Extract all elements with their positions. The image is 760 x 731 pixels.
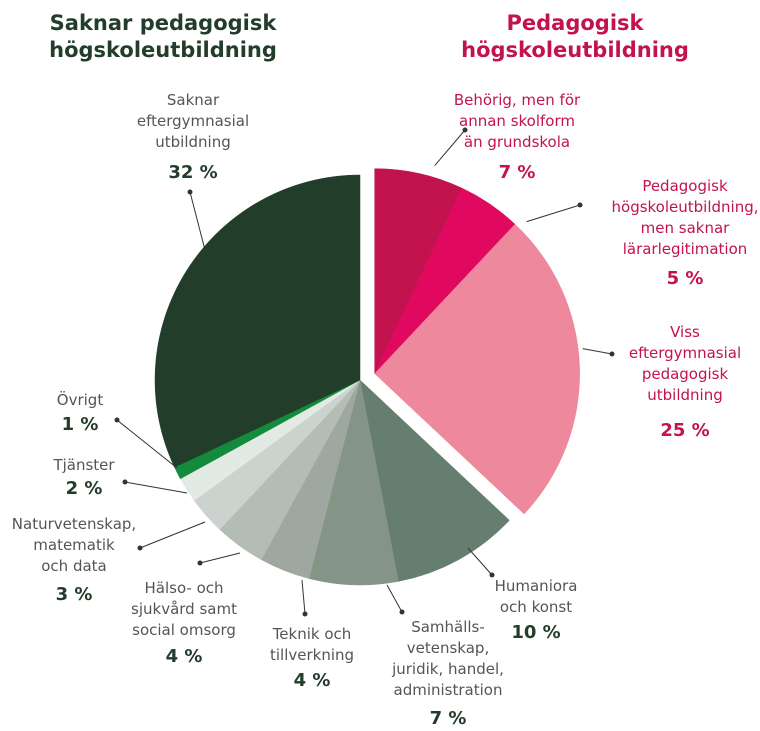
value-label: 7 %: [429, 708, 467, 729]
leader-dot: [302, 611, 308, 617]
leader-line: [434, 129, 466, 166]
leader-dot: [187, 189, 193, 195]
leader-dot: [609, 351, 615, 357]
value-label: 5 %: [666, 268, 704, 289]
value-label: 25 %: [660, 420, 710, 441]
leader-dot: [114, 417, 120, 423]
value-label: 1 %: [61, 414, 99, 435]
pie-slice: [374, 223, 580, 515]
leader-line: [139, 521, 206, 549]
leader-line: [116, 419, 178, 469]
slice-label: Behörig, men för annan skolform än grund…: [453, 91, 581, 151]
value-label: 32 %: [168, 162, 218, 183]
leader-dot: [399, 609, 405, 615]
value-label: 4 %: [165, 646, 203, 667]
slice-label: Viss eftergymnasial pedagogisk utbildnin…: [628, 323, 742, 404]
value-label: 2 %: [65, 478, 103, 499]
group-title: Saknar pedagogisk högskoleutbildning: [49, 11, 277, 62]
leader-line: [386, 584, 403, 613]
slice-label: Samhälls- vetenskap, juridik, handel, ad…: [392, 618, 504, 699]
leader-dot: [462, 127, 468, 133]
slice-label: Hälso- och sjukvård samt social omsorg: [131, 579, 237, 639]
value-label: 3 %: [55, 584, 93, 605]
leader-dot: [577, 202, 583, 208]
slice-label: Övrigt: [56, 391, 104, 409]
slice-label: Saknar eftergymnasial utbildning: [136, 91, 250, 151]
slice-label: Teknik och tillverkning: [269, 625, 355, 664]
value-label: 4 %: [293, 670, 331, 691]
group-title: Pedagogisk högskoleutbildning: [461, 11, 689, 62]
leader-line: [582, 348, 613, 355]
slice-label: Humaniora och konst: [494, 577, 578, 616]
leader-line: [124, 481, 188, 494]
leader-dot: [137, 545, 143, 551]
slice-label: Naturvetenskap, matematik och data: [11, 515, 137, 575]
leader-dot: [197, 560, 203, 566]
slice-label: Tjänster: [53, 456, 115, 474]
leader-line: [467, 547, 493, 576]
value-label: 10 %: [511, 622, 561, 643]
leader-dot: [122, 479, 128, 485]
value-label: 7 %: [498, 162, 536, 183]
leader-dot: [489, 572, 495, 578]
slice-label: Pedagogisk högskoleutbildning, men sakna…: [611, 177, 759, 258]
leader-line: [189, 191, 206, 251]
pie-slice: [154, 174, 361, 468]
pie-slice: [359, 379, 510, 582]
leader-line: [301, 579, 306, 615]
leader-line: [526, 204, 581, 223]
leader-line: [199, 552, 241, 564]
